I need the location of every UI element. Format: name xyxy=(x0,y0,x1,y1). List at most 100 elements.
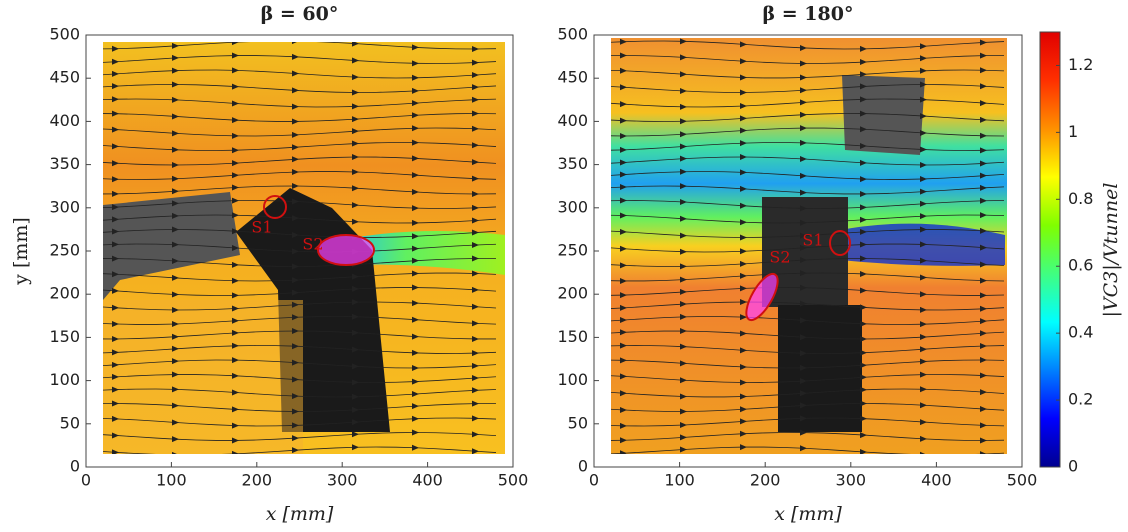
streamline-arrow xyxy=(860,71,867,78)
streamline-arrow xyxy=(920,129,927,136)
streamline-arrow xyxy=(172,451,177,454)
streamline-arrow xyxy=(740,314,747,321)
streamline xyxy=(103,84,497,93)
streamline-arrow xyxy=(472,400,479,407)
field-1 xyxy=(604,38,1007,470)
streamline-arrow xyxy=(232,329,239,336)
streamline-arrow xyxy=(680,377,687,384)
colorbar-tick-label: 0.6 xyxy=(1068,256,1093,275)
streamline-arrow xyxy=(292,198,299,205)
streamline xyxy=(103,432,497,441)
streamline-arrow xyxy=(620,342,627,349)
streamline-arrow xyxy=(172,113,179,120)
streamline-arrow xyxy=(472,125,479,132)
streamline-arrow xyxy=(112,58,119,65)
streamline-arrow xyxy=(232,277,239,284)
streamline-arrow xyxy=(172,67,179,74)
streamline-arrow xyxy=(740,418,747,425)
streamline-arrow xyxy=(352,154,359,161)
streamline-arrow xyxy=(232,437,239,444)
streamline-arrow xyxy=(232,100,239,107)
streamline-arrow xyxy=(412,270,419,277)
streamline-arrow xyxy=(800,232,807,239)
streamline xyxy=(611,258,1005,267)
streamline-arrow xyxy=(352,419,359,426)
streamline-arrow xyxy=(740,185,747,192)
streamline-arrow xyxy=(412,391,419,398)
streamline-arrow xyxy=(920,113,927,120)
y-tick-label: 200 xyxy=(49,284,80,303)
x-tick-label: 400 xyxy=(921,471,952,490)
structure xyxy=(842,75,925,155)
streamline-arrow xyxy=(112,241,119,248)
streamline-arrow xyxy=(352,406,359,413)
streamline-arrow xyxy=(860,190,867,197)
streamline-arrow xyxy=(292,408,299,415)
streamline-arrow xyxy=(472,84,479,91)
streamline-arrow xyxy=(292,422,299,429)
streamline-arrow xyxy=(472,190,479,197)
streamline-arrow xyxy=(112,126,119,133)
streamline-arrow xyxy=(412,429,419,436)
streamline-arrow xyxy=(620,357,627,364)
streamline xyxy=(604,462,1004,470)
building xyxy=(778,305,862,432)
streamline xyxy=(611,272,1005,282)
y-tick-label: 350 xyxy=(557,154,588,173)
streamline-arrow xyxy=(112,70,119,77)
streamline-arrow xyxy=(112,45,119,52)
streamline-arrow xyxy=(860,304,867,311)
y-tick-label: 250 xyxy=(49,241,80,260)
streamline-arrow xyxy=(292,328,299,335)
streamline-arrow xyxy=(412,172,419,179)
streamline-arrow xyxy=(740,140,747,147)
field-patch xyxy=(103,300,303,454)
streamline-arrow xyxy=(980,83,987,90)
streamline-arrow xyxy=(412,349,419,356)
streamline-arrow xyxy=(920,402,927,409)
streamline-arrow xyxy=(232,42,239,46)
streamline-arrow xyxy=(352,329,359,336)
streamline-arrow xyxy=(860,216,867,223)
streamline-arrow xyxy=(980,212,987,219)
streamline xyxy=(611,40,1005,50)
streamline-arrow xyxy=(232,67,239,74)
streamline-arrow xyxy=(800,257,807,264)
streamline-arrow xyxy=(920,358,927,365)
x-tick-label: 0 xyxy=(589,471,599,490)
streamline xyxy=(611,55,1005,64)
x-tick-label: 400 xyxy=(412,471,443,490)
streamline-arrow xyxy=(980,305,987,312)
streamline-arrow xyxy=(680,313,687,320)
streamline-arrow xyxy=(860,287,867,294)
streamline-arrow xyxy=(680,263,687,270)
streamline-arrow xyxy=(800,429,807,436)
streamline-arrow xyxy=(740,406,747,413)
streamline-arrow xyxy=(292,42,297,45)
streamline-arrow xyxy=(292,156,299,163)
streamline-arrow xyxy=(920,188,927,195)
streamline-arrow xyxy=(680,328,687,335)
streamline-arrow xyxy=(800,172,807,179)
streamline-arrow xyxy=(740,58,747,65)
streamline xyxy=(103,287,497,296)
streamline-arrow xyxy=(680,248,687,255)
streamline-arrow xyxy=(352,74,359,81)
streamline-arrow xyxy=(172,419,179,426)
streamline xyxy=(103,258,497,267)
streamline-arrow xyxy=(352,444,359,451)
streamline-arrow xyxy=(412,74,419,81)
streamline-arrow xyxy=(172,371,179,378)
streamline-arrow xyxy=(680,232,687,239)
streamline-arrow xyxy=(232,389,239,396)
streamline-arrow xyxy=(472,335,479,342)
streamline-arrow xyxy=(920,321,927,328)
streamline xyxy=(611,156,1005,166)
streamline-arrow xyxy=(620,38,627,45)
streamline xyxy=(611,301,1005,311)
y-tick-label: 450 xyxy=(49,68,80,87)
colorbar-tick-label: 0.4 xyxy=(1068,323,1093,342)
streamline-arrow xyxy=(292,263,299,270)
streamline-arrow xyxy=(800,270,807,277)
streamline-arrow xyxy=(800,60,807,67)
